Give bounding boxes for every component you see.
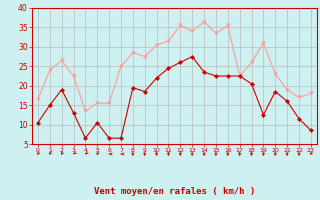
Text: Vent moyen/en rafales ( km/h ): Vent moyen/en rafales ( km/h ) [94, 187, 255, 196]
